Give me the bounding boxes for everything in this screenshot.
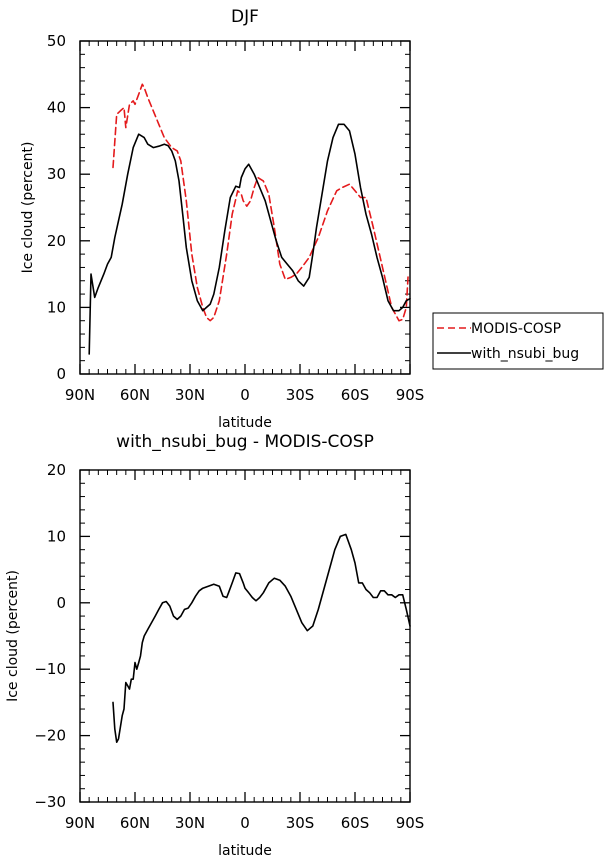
x-tick-label: 30N (175, 386, 205, 404)
series-line-modis-cosp (112, 83, 410, 322)
series-line-with-nsubi-bug (88, 123, 411, 355)
y-axis-label: Ice cloud (percent) (5, 570, 21, 702)
y-tick-label: 10 (47, 527, 66, 545)
legend-label: MODIS-COSP (471, 321, 561, 337)
panel-bottom-difference: 90N 60N 30N 0 30S 60S 90S −30 −20 −10 0 10 20 with_ns… (5, 432, 424, 859)
panel-top-djf: 90N 60N 30N 0 30S 60S 90S 0 10 20 30 40 50 DJF latitud… (20, 7, 424, 431)
plot-frame (79, 469, 411, 803)
x-tick-label: 60S (341, 386, 370, 404)
x-tick-label: 90N (65, 386, 95, 404)
x-tick-label: 60S (341, 814, 370, 832)
x-axis-label: latitude (218, 843, 272, 859)
y-tick-label: 20 (47, 461, 66, 479)
y-tick-label: 20 (47, 232, 66, 250)
y-tick-label: 50 (47, 32, 66, 50)
series-line-difference (112, 533, 411, 744)
chart-title: DJF (231, 7, 259, 27)
legend-label: with_nsubi_bug (471, 346, 579, 362)
x-tick-label: 30S (286, 814, 315, 832)
y-tick-label: −20 (34, 727, 66, 745)
x-tick-label: 30S (286, 386, 315, 404)
x-tick-label: 0 (240, 386, 250, 404)
chart-title: with_nsubi_bug - MODIS-COSP (116, 432, 374, 452)
legend: MODIS-COSP with_nsubi_bug (432, 312, 604, 370)
x-tick-label: 30N (175, 814, 205, 832)
y-tick-label: 30 (47, 165, 66, 183)
y-tick-label: 40 (47, 99, 66, 117)
x-tick-label: 0 (240, 814, 250, 832)
plot-frame (79, 40, 411, 375)
y-tick-label: 0 (56, 594, 66, 612)
x-tick-label: 60N (120, 386, 150, 404)
x-axis-label: latitude (218, 415, 272, 431)
legend-box (432, 312, 604, 370)
x-tick-label: 90S (396, 386, 425, 404)
y-tick-label: 0 (56, 365, 66, 383)
x-tick-label: 90S (396, 814, 425, 832)
y-tick-label: −30 (34, 793, 66, 811)
y-tick-label: −10 (34, 660, 66, 678)
y-axis-label: Ice cloud (percent) (20, 142, 36, 274)
y-tick-label: 10 (47, 298, 66, 316)
x-tick-label: 90N (65, 814, 95, 832)
x-tick-label: 60N (120, 814, 150, 832)
